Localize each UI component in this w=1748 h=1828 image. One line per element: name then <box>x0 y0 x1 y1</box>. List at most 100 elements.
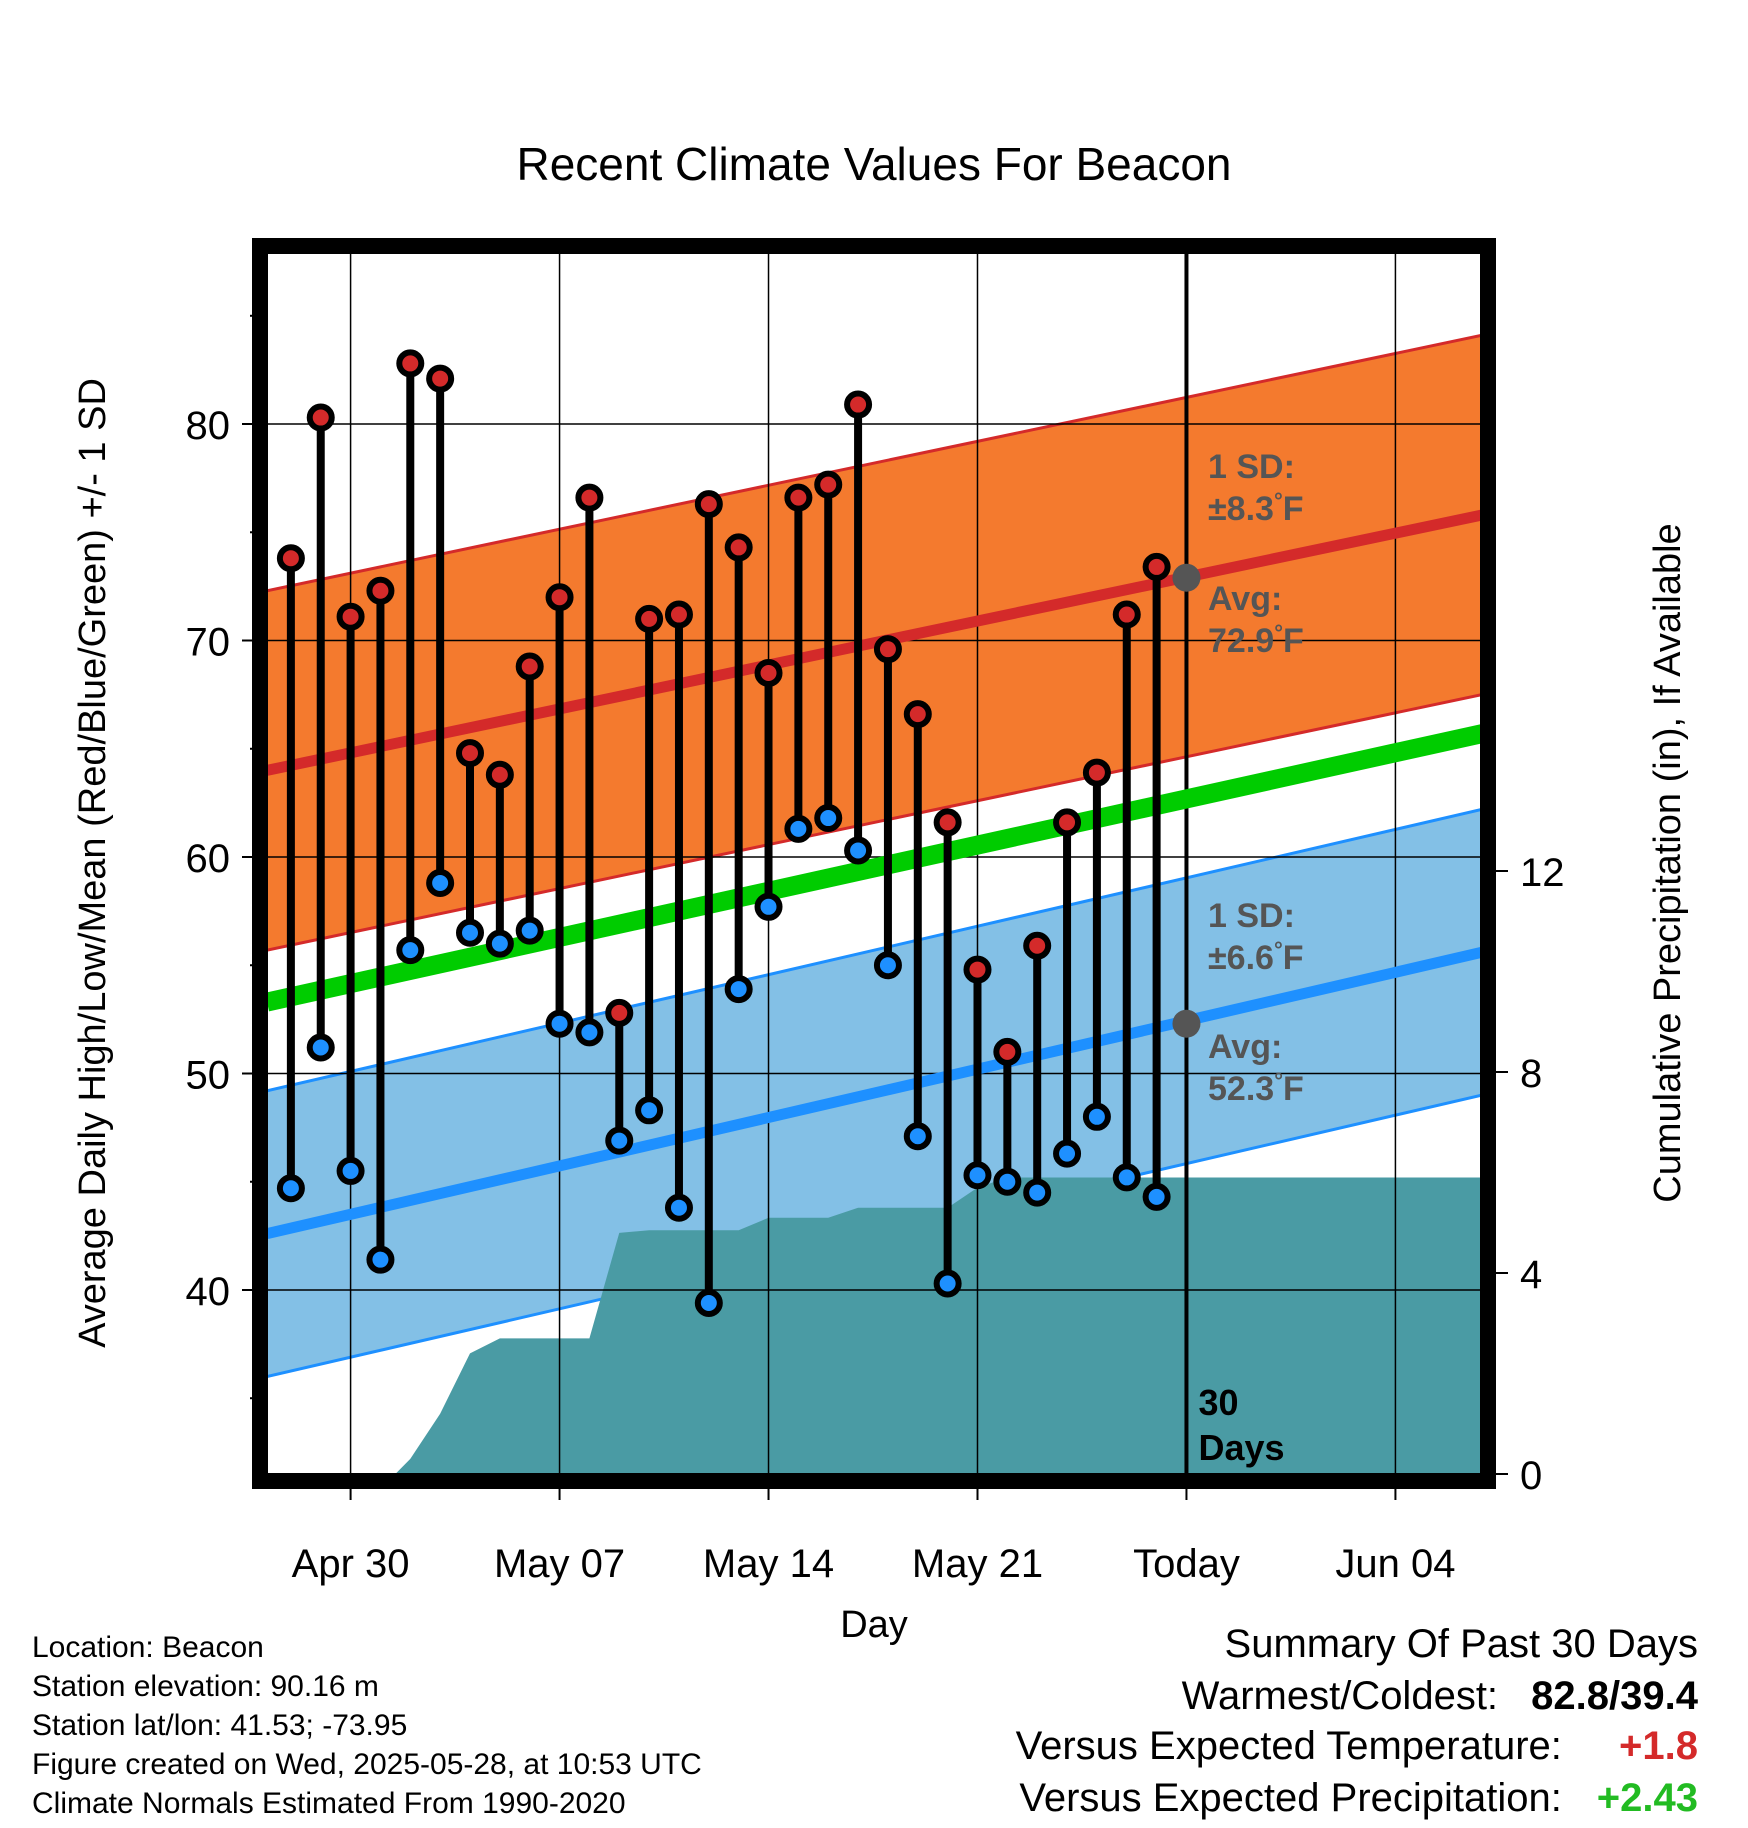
low-point <box>1023 1178 1052 1207</box>
elevation-text: Station elevation: 90.16 m <box>32 1670 379 1703</box>
x-tick-label: May 14 <box>703 1542 834 1586</box>
low-point <box>933 1269 962 1298</box>
high-point <box>276 544 305 573</box>
x-tick-label: May 07 <box>494 1542 625 1586</box>
high-point <box>844 390 873 419</box>
low-sd-annotation-line1: 1 SD: <box>1208 897 1295 935</box>
high-point <box>1142 552 1171 581</box>
low-point <box>724 975 753 1004</box>
y2-tick-label: 8 <box>1520 1052 1542 1096</box>
high-point <box>694 490 723 519</box>
y-tick-label: 80 <box>186 404 231 448</box>
high-point <box>993 1037 1022 1066</box>
low-point <box>515 916 544 945</box>
plot-frame <box>252 238 1496 1489</box>
today-days-label: 30 <box>1198 1382 1238 1423</box>
low-point <box>1112 1163 1141 1192</box>
high-point <box>754 658 783 687</box>
low-point <box>306 1033 335 1062</box>
high-point <box>515 652 544 681</box>
temp-row: Versus Expected Temperature: +1.8 <box>1016 1724 1698 1769</box>
high-point <box>455 739 484 768</box>
precipitation-area <box>395 1177 1482 1474</box>
low-point <box>605 1126 634 1155</box>
y-axis-label: Average Daily High/Low/Mean (Red/Blue/Gr… <box>72 378 114 1348</box>
high-point <box>1023 931 1052 960</box>
high-point <box>1053 808 1082 837</box>
x-tick-label: Apr 30 <box>292 1542 410 1586</box>
warmest-value: 82.8/39.4 <box>1531 1674 1698 1718</box>
warmest-label: Warmest/Coldest: <box>1181 1674 1499 1718</box>
today-days-label: Days <box>1198 1427 1284 1468</box>
latlon-text: Station lat/lon: 41.53; -73.95 <box>32 1709 408 1742</box>
low-avg-annotation-line2: 52.3°F <box>1208 1068 1304 1109</box>
low-point <box>814 804 843 833</box>
high-point <box>933 808 962 837</box>
high-point <box>396 349 425 378</box>
high-point <box>903 700 932 729</box>
high-point <box>575 483 604 512</box>
high-point <box>336 602 365 631</box>
low-point <box>844 836 873 865</box>
low-sd-annotation-line2: ±6.6°F <box>1208 937 1304 978</box>
high-sd-annotation-line2: ±8.3°F <box>1208 488 1304 529</box>
high-point <box>366 576 395 605</box>
y-tick-label: 40 <box>186 1270 231 1314</box>
daily-range-sticks <box>276 349 1171 1317</box>
high-point <box>485 760 514 789</box>
high-avg-annotation-line1: Avg: <box>1208 580 1282 618</box>
y2-axis-label: Cumulative Precipitation (in), If Availa… <box>1647 523 1689 1202</box>
low-point <box>784 814 813 843</box>
low-point <box>545 1009 574 1038</box>
y2-tick-label: 0 <box>1520 1454 1542 1498</box>
y2-tick-label: 4 <box>1520 1253 1542 1297</box>
low-point <box>635 1096 664 1125</box>
low-point <box>276 1174 305 1203</box>
y-tick-label: 60 <box>186 837 231 881</box>
high-point <box>1112 600 1141 629</box>
high-avg-annotation-line2: 72.9°F <box>1208 620 1304 661</box>
y-tick-label: 70 <box>186 621 231 665</box>
mean-normal-line <box>267 724 1482 1012</box>
low-avg-annotation-line1: Avg: <box>1208 1028 1282 1066</box>
low-point <box>426 868 455 897</box>
temp-label: Versus Expected Temperature: <box>1015 1724 1562 1768</box>
low-normal-line <box>267 946 1482 1240</box>
location-text: Location: Beacon <box>32 1631 264 1664</box>
x-tick-label: May 21 <box>912 1542 1043 1586</box>
low-point <box>336 1156 365 1185</box>
y2-tick-label: 12 <box>1520 851 1565 895</box>
high-point <box>545 583 574 612</box>
high-normal-line <box>267 509 1482 776</box>
low-point <box>485 929 514 958</box>
low-point <box>1053 1139 1082 1168</box>
high-point <box>963 955 992 984</box>
low-point <box>366 1245 395 1274</box>
low-point <box>873 951 902 980</box>
precip-value: +2.43 <box>1596 1776 1698 1820</box>
temp-value: +1.8 <box>1619 1724 1698 1768</box>
precip-row: Versus Expected Precipitation: +2.43 <box>1019 1776 1698 1821</box>
chart-title: Recent Climate Values For Beacon <box>516 138 1231 190</box>
station-info: Location: Beacon Station elevation: 90.1… <box>32 1628 702 1823</box>
low-point <box>1082 1102 1111 1131</box>
low-point <box>575 1018 604 1047</box>
low-point <box>396 936 425 965</box>
x-tick-label: Today <box>1133 1542 1240 1586</box>
high-point <box>784 483 813 512</box>
high-sd-upper-line <box>267 333 1482 593</box>
low-point <box>963 1161 992 1190</box>
high-point <box>724 533 753 562</box>
created-text: Figure created on Wed, 2025-05-28, at 10… <box>32 1748 702 1781</box>
high-point <box>635 604 664 633</box>
y-tick-label: 50 <box>186 1053 231 1097</box>
high-point <box>605 998 634 1027</box>
high-point <box>426 364 455 393</box>
low-point <box>754 892 783 921</box>
low-point <box>664 1193 693 1222</box>
precip-label: Versus Expected Precipitation: <box>1019 1776 1562 1820</box>
low-avg-marker <box>1172 1009 1201 1038</box>
low-point <box>903 1122 932 1151</box>
